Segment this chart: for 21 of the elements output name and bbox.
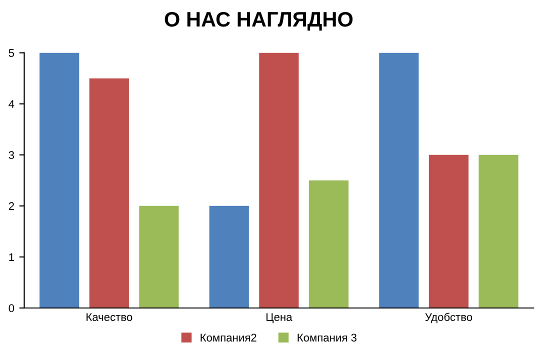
x-tick-label: Качество [86, 313, 132, 322]
chart-title: О НАС НАГЛЯДНО [164, 12, 353, 31]
legend-label: Компания2 [200, 334, 256, 342]
bar [139, 206, 179, 308]
bar [428, 154, 469, 308]
x-tick-label: Цена [266, 313, 292, 324]
y-tick-label: 1 [9, 253, 14, 261]
y-tick-label: 3 [8, 151, 14, 160]
y-tick-label: 5 [8, 49, 14, 57]
bar [40, 52, 80, 308]
bar [209, 206, 249, 308]
legend-label: Компания 3 [298, 334, 356, 342]
bar [89, 78, 129, 308]
bar [308, 180, 349, 308]
x-tick-label: Удобство [425, 312, 472, 324]
bar [379, 52, 419, 308]
y-tick-label: 2 [8, 202, 14, 210]
y-tick-label: 4 [8, 100, 14, 108]
bar [478, 154, 518, 308]
bar [259, 52, 299, 308]
y-tick-label: 0 [8, 304, 14, 312]
